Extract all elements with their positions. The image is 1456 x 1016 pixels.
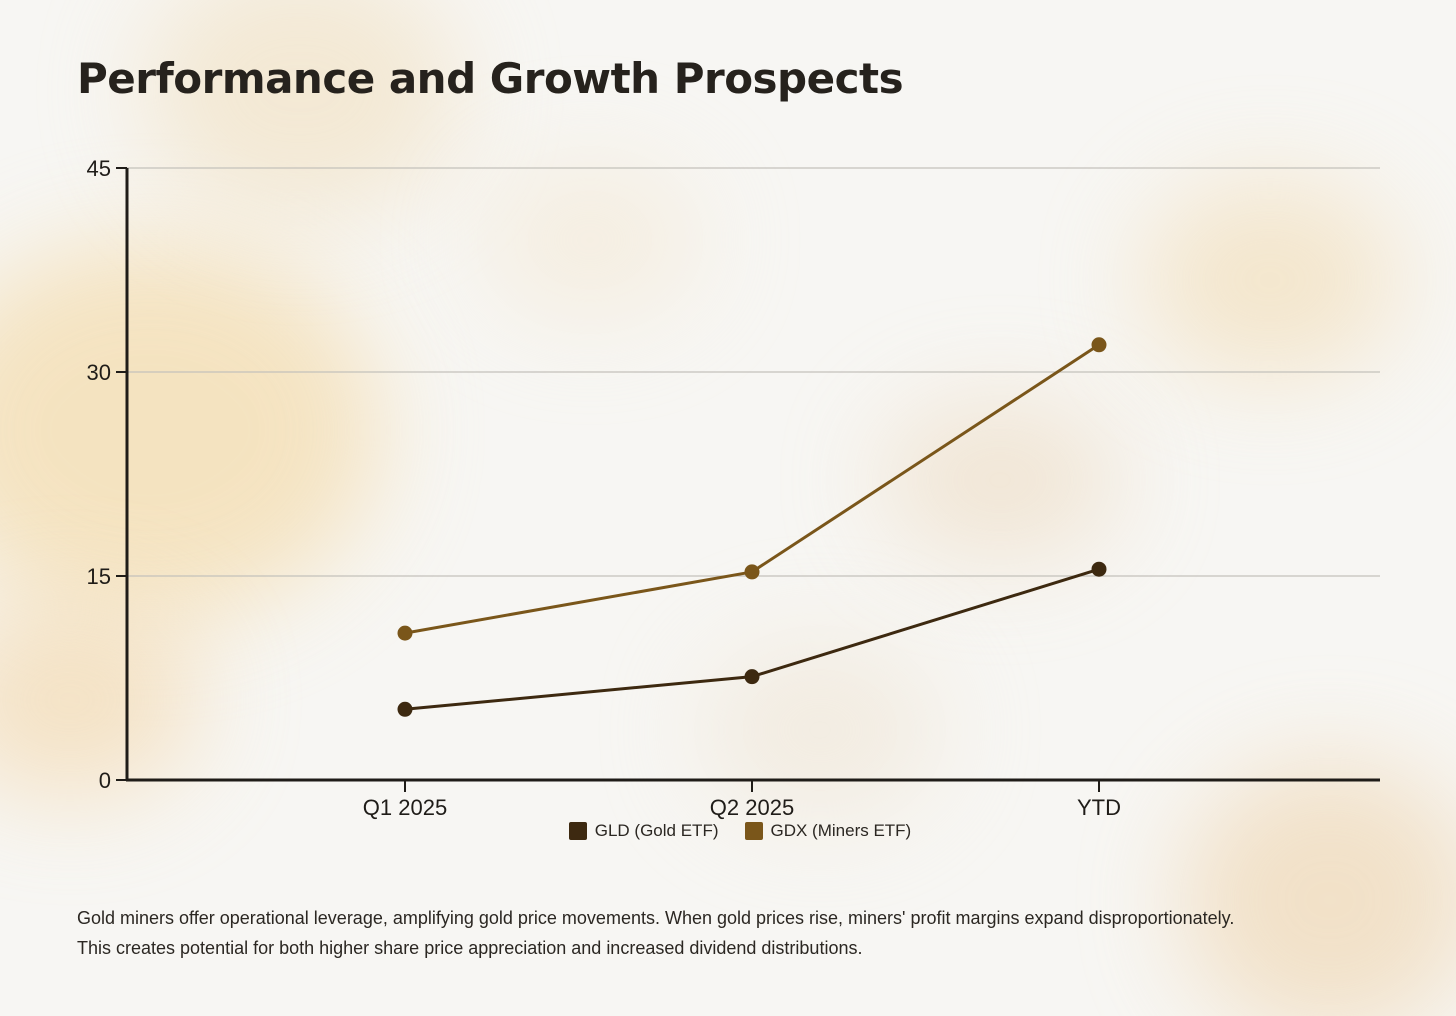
y-tick-label: 0 <box>99 768 111 793</box>
background-blob <box>700 640 940 820</box>
background-blob <box>1180 760 1456 1016</box>
series-line-0 <box>404 567 1100 711</box>
series-line-1 <box>404 343 1100 635</box>
x-tick-label: Q2 2025 <box>710 795 794 820</box>
legend-label: GLD (Gold ETF) <box>594 821 719 840</box>
y-tick-label: 45 <box>87 156 111 181</box>
data-point <box>397 625 413 641</box>
background-blob <box>140 0 460 220</box>
legend-swatch <box>744 822 763 840</box>
page-title: Performance and Growth Prospects <box>77 54 904 103</box>
x-tick-label: Q1 2025 <box>363 795 447 820</box>
x-tick-label: YTD <box>1077 795 1121 820</box>
data-point <box>397 701 413 717</box>
legend-swatch <box>568 822 587 840</box>
legend-label: GDX (Miners ETF) <box>770 821 912 840</box>
y-tick-label: 15 <box>87 564 111 589</box>
background-blob <box>0 240 380 620</box>
background-blob <box>0 600 200 800</box>
chart-legend: GLD (Gold ETF) GDX (Miners ETF) <box>0 821 1456 841</box>
y-tick-label: 30 <box>87 360 111 385</box>
background-blob <box>1140 180 1400 380</box>
background-blob <box>480 160 700 320</box>
data-point <box>744 669 760 685</box>
background-blob <box>880 400 1120 560</box>
data-point <box>744 564 760 580</box>
data-point <box>1091 561 1107 577</box>
description-text: Gold miners offer operational leverage, … <box>77 908 1235 958</box>
data-point <box>1091 337 1107 353</box>
legend-item: GDX (Miners ETF) <box>744 821 912 841</box>
legend-item: GLD (Gold ETF) <box>568 821 719 841</box>
